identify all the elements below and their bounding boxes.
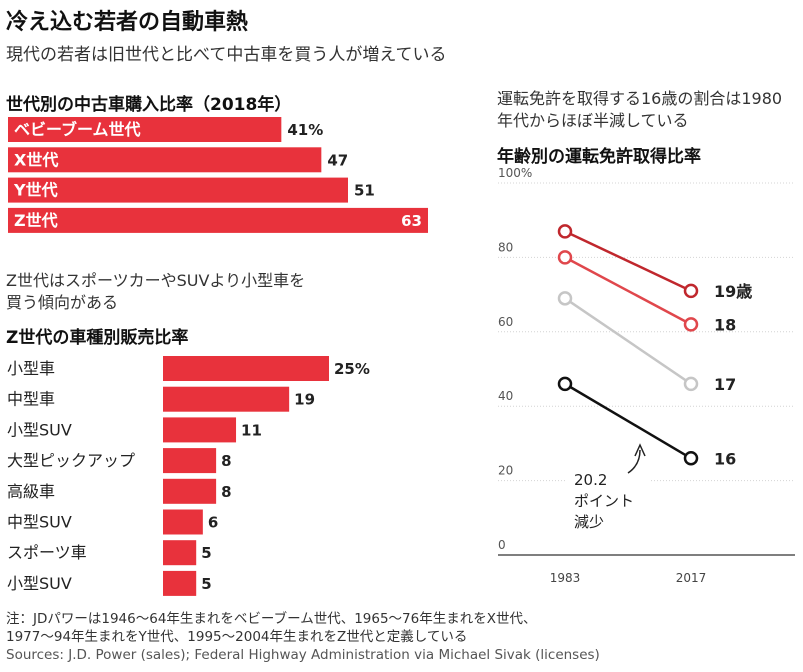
data-label: 8 bbox=[221, 452, 231, 470]
category-label: 小型車 bbox=[7, 359, 55, 378]
y-tick-label: 40 bbox=[498, 389, 513, 403]
page-subtitle: 現代の若者は旧世代と比べて中古車を買う人が増えている bbox=[6, 45, 447, 65]
bar bbox=[163, 417, 237, 443]
series-line bbox=[564, 297, 692, 385]
data-label: 11 bbox=[241, 421, 262, 439]
bar bbox=[8, 177, 348, 203]
annotation-value: 20.2 bbox=[574, 471, 607, 489]
category-label: 小型SUV bbox=[7, 420, 72, 439]
annotation-arrow bbox=[627, 449, 641, 474]
data-point bbox=[683, 376, 699, 392]
series-label: 17 bbox=[714, 375, 736, 394]
chart2-title: Z世代の車種別販売比率 bbox=[6, 328, 189, 348]
data-point bbox=[557, 291, 573, 306]
footer-note-line1: 注：JDパワーは1946～64年生まれをベビーブーム世代、1965～76年生まれ… bbox=[6, 611, 537, 627]
chart1-title: 世代別の中古車購入比率（2018年） bbox=[6, 95, 292, 115]
series-line bbox=[564, 256, 692, 326]
bar bbox=[163, 448, 217, 474]
footer-sources: Sources: J.D. Power (sales); Federal Hig… bbox=[6, 647, 600, 663]
series-label: 16 bbox=[714, 449, 736, 468]
category-label: 高級車 bbox=[7, 482, 55, 501]
y-tick-label: 60 bbox=[498, 315, 513, 329]
data-label: 25% bbox=[334, 360, 370, 378]
series-line bbox=[564, 382, 692, 460]
annotation-bg bbox=[566, 465, 650, 537]
annotation-arrowhead bbox=[634, 443, 646, 457]
vehicle-type-bar-chart: 小型車 25% 中型車 19 小型SUV 11 大型ピックアップ 8 高級車 8 中型SUV 6 スポー… bbox=[7, 356, 370, 596]
category-label: 中型SUV bbox=[7, 513, 72, 532]
x-tick-label: 2017 bbox=[676, 571, 707, 585]
series-label: 19歳 bbox=[714, 282, 752, 301]
page-title: 冷え込む若者の自動車熱 bbox=[6, 10, 249, 35]
series-label: 18 bbox=[714, 315, 736, 334]
data-label: 5 bbox=[201, 575, 211, 593]
bar bbox=[163, 570, 197, 596]
bar bbox=[8, 117, 282, 142]
data-label: 47 bbox=[327, 151, 348, 169]
category-label: ベビーブーム世代 bbox=[14, 120, 141, 139]
data-point bbox=[557, 250, 573, 265]
bar bbox=[163, 540, 197, 566]
chart3-description: 運転免許を取得する16歳の割合は1980年代からほぼ半減している bbox=[497, 89, 783, 130]
data-label: 63 bbox=[401, 212, 422, 230]
data-label: 5 bbox=[201, 544, 211, 562]
y-tick-label: 100% bbox=[498, 166, 532, 180]
bar bbox=[8, 207, 428, 233]
bar bbox=[8, 147, 322, 173]
chart2-description: Z世代はスポーツカーやSUVより小型車を買う傾向がある bbox=[6, 271, 306, 312]
annotation-text: ポイント bbox=[574, 492, 634, 510]
chart3-title: 年齢別の運転免許取得比率 bbox=[497, 147, 701, 167]
footer: 注：JDパワーは1946～64年生まれをベビーブーム世代、1965～76年生まれ… bbox=[6, 610, 801, 664]
category-label: 小型SUV bbox=[7, 574, 72, 593]
y-tick-label: 20 bbox=[498, 464, 513, 478]
footer-note-line2: 1977～94年生まれをY世代、1995～2004年生まれをZ世代と定義している bbox=[6, 629, 468, 645]
generation-bar-chart: ベビーブーム世代 41% X世代 47 Y世代 51 Z世代 63 bbox=[8, 117, 428, 233]
data-point bbox=[683, 283, 699, 299]
category-label: Z世代 bbox=[14, 211, 58, 230]
data-label: 8 bbox=[221, 483, 231, 501]
data-point bbox=[557, 376, 573, 392]
y-tick-label: 80 bbox=[498, 240, 513, 254]
data-label: 19 bbox=[294, 391, 315, 409]
data-label: 41% bbox=[287, 121, 323, 139]
bar bbox=[163, 356, 329, 381]
annotation-text2: 減少 bbox=[574, 513, 604, 531]
y-tick-label: 0 bbox=[498, 538, 506, 552]
category-label: 中型車 bbox=[7, 390, 55, 409]
data-point bbox=[557, 224, 573, 239]
data-point bbox=[683, 317, 699, 332]
bar bbox=[163, 386, 290, 412]
category-label: 大型ピックアップ bbox=[7, 451, 135, 470]
bar bbox=[163, 509, 203, 535]
x-tick-label: 1983 bbox=[550, 571, 581, 585]
category-label: X世代 bbox=[14, 150, 58, 169]
data-label: 6 bbox=[208, 514, 218, 532]
series-line bbox=[564, 230, 692, 293]
data-point bbox=[683, 451, 699, 466]
bar bbox=[163, 478, 217, 504]
category-label: スポーツ車 bbox=[7, 543, 87, 562]
data-label: 51 bbox=[354, 182, 375, 200]
category-label: Y世代 bbox=[13, 181, 58, 200]
